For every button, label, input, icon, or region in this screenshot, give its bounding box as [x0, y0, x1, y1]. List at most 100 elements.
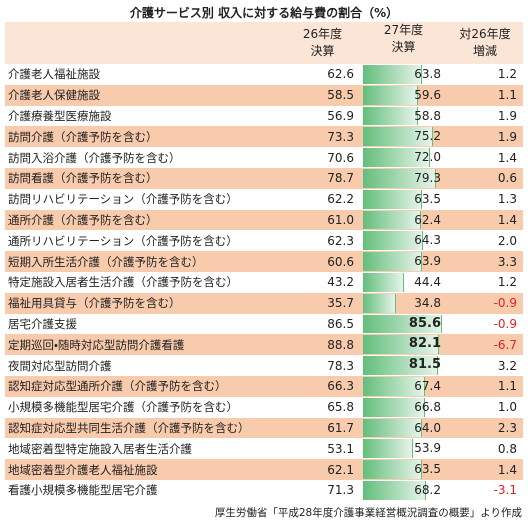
change-value: -3.1 — [493, 483, 517, 498]
data-bar — [363, 168, 437, 188]
fy26-value: 35.7 — [327, 296, 354, 311]
data-bar — [363, 480, 427, 500]
change-value: 1.1 — [497, 379, 517, 394]
service-name: 訪問介護（介護予防を含む） — [8, 129, 158, 144]
change-value: 1.4 — [497, 150, 517, 165]
change-value: 1.2 — [497, 275, 517, 290]
fy27-value: 64.0 — [414, 420, 441, 435]
fy26-value: 70.6 — [327, 150, 354, 165]
fy27-value: 67.4 — [414, 378, 441, 393]
fy27-value: 34.8 — [414, 295, 441, 310]
change-value: 2.3 — [497, 420, 517, 435]
fy27-cell: 75.2 — [360, 126, 447, 147]
fy27-cell: 85.6 — [360, 314, 447, 335]
fy26-value: 78.3 — [327, 358, 354, 373]
fy27-cell: 68.2 — [360, 480, 447, 501]
fy26-value: 56.9 — [327, 108, 354, 123]
fy27-cell: 79.3 — [360, 168, 447, 189]
data-bar — [363, 335, 439, 355]
data-bar — [363, 85, 419, 105]
fy27-cell: 67.4 — [360, 376, 447, 397]
change-value: 1.2 — [497, 67, 517, 82]
data-bar — [363, 293, 396, 313]
fy27-value: 64.3 — [414, 233, 441, 248]
table-row: 認知症対応型通所介護（介護予防を含む） 66.3 67.4 1.1 — [5, 375, 523, 397]
fy27-cell: 63.5 — [360, 189, 447, 210]
table-row: 訪問看護（介護予防を含む） 78.7 79.3 0.6 — [5, 167, 523, 189]
fy26-value: 71.3 — [327, 483, 354, 498]
change-value: 0.8 — [497, 441, 517, 456]
fy26-value: 88.8 — [327, 337, 354, 352]
service-name: 地域密着型特定施設入居者生活介護 — [8, 441, 192, 456]
fy26-value: 78.7 — [327, 171, 354, 186]
fy26-value: 86.5 — [327, 316, 354, 331]
table-row: 福祉用具貸与（介護予防を含む） 35.7 34.8 -0.9 — [5, 292, 523, 314]
service-name: 訪問入浴介護（介護予防を含む） — [8, 150, 181, 165]
fy27-value: 59.6 — [414, 87, 441, 102]
fy27-value: 72.0 — [414, 150, 441, 165]
change-value: 2.0 — [497, 233, 517, 248]
fy27-cell: 64.0 — [360, 418, 447, 439]
table-row: 居宅介護支援 86.5 85.6 -0.9 — [5, 313, 523, 335]
service-name: 福祉用具貸与（介護予防を含む） — [8, 296, 181, 311]
service-name: 地域密着型介護老人福祉施設 — [8, 462, 158, 477]
data-bar — [363, 418, 423, 438]
fy26-value: 53.1 — [327, 441, 354, 456]
fy26-value: 61.7 — [327, 420, 354, 435]
source-note: 厚生労働省「平成28年度介護事業経営概況調査の概要」より作成 — [214, 507, 522, 519]
table-row: 認知症対応型共同生活介護（介護予防を含む） 61.7 64.0 2.3 — [5, 417, 523, 439]
change-value: 3.2 — [497, 358, 517, 373]
data-bar — [363, 65, 423, 84]
header-text: 26年度 — [302, 27, 343, 41]
service-name: 小規模多機能型居宅介護（介護予防を含む） — [8, 400, 238, 415]
table-row: 短期入所生活介護（介護予防を含む） 60.6 63.9 3.3 — [5, 251, 523, 272]
data-bar — [363, 106, 418, 126]
header-cell: 対26年度 増減 — [447, 26, 523, 60]
service-name: 看護小規模多機能型居宅介護 — [8, 483, 158, 498]
table-row: 看護小規模多機能型居宅介護 71.3 68.2 -3.1 — [5, 479, 523, 501]
fy27-value: 62.4 — [414, 212, 441, 227]
fy27-cell: 72.0 — [360, 147, 447, 168]
fy26-value: 65.8 — [327, 400, 354, 415]
fy26-value: 43.2 — [327, 275, 354, 290]
change-value: 3.3 — [497, 254, 517, 269]
table-row: 定期巡回・随時対応型訪問介護看護 88.8 82.1 -6.7 — [5, 334, 523, 356]
fy26-value: 62.3 — [327, 233, 354, 248]
fy27-value: 63.8 — [414, 67, 441, 81]
fy27-cell: 63.5 — [360, 459, 447, 480]
fy27-value: 63.5 — [414, 462, 441, 477]
service-name: 定期巡回・随時対応型訪問介護看護 — [8, 337, 185, 352]
fy26-value: 61.0 — [327, 212, 354, 227]
fy26-value: 60.6 — [327, 254, 354, 269]
change-value: -6.7 — [493, 337, 517, 352]
change-value: 1.4 — [497, 462, 517, 477]
table-row: 介護老人福祉施設 62.6 63.8 1.2 — [5, 64, 523, 85]
fy27-value: 85.6 — [408, 315, 441, 331]
fy27-cell: 81.5 — [360, 355, 447, 376]
data-bar — [363, 127, 433, 147]
header-text: 対26年度 — [459, 27, 511, 41]
service-name: 夜間対応型訪問介護 — [8, 358, 112, 373]
table-row: 訪問介護（介護予防を含む） 73.3 75.2 1.9 — [5, 126, 523, 148]
header-text: 決算 — [391, 40, 416, 54]
fy27-value: 53.9 — [414, 441, 441, 456]
fy27-cell: 53.9 — [360, 438, 447, 459]
fy27-cell: 62.4 — [360, 210, 447, 231]
data-bar — [363, 252, 423, 271]
fy27-cell: 82.1 — [360, 334, 447, 355]
table-row: 特定施設入居者生活介護（介護予防を含む） 43.2 44.4 1.2 — [5, 271, 523, 293]
data-bar — [363, 460, 422, 479]
fy26-value: 66.3 — [327, 379, 354, 394]
data-bar — [363, 231, 423, 251]
change-value: 1.4 — [497, 212, 517, 227]
service-name: 介護療養型医療施設 — [8, 108, 112, 123]
table-row: 通所介護（介護予防を含む） 61.0 62.4 1.4 — [5, 209, 523, 231]
fy27-cell: 64.3 — [360, 230, 447, 251]
table-row: 地域密着型特定施設入居者生活介護 53.1 53.9 0.8 — [5, 438, 523, 460]
fy27-value: 63.9 — [414, 254, 441, 269]
change-value: 1.9 — [497, 129, 517, 144]
fy27-cell: 44.4 — [360, 272, 447, 293]
fy27-value: 75.2 — [414, 129, 441, 144]
service-name: 訪問リハビリテーション（介護予防を含む） — [8, 192, 238, 207]
